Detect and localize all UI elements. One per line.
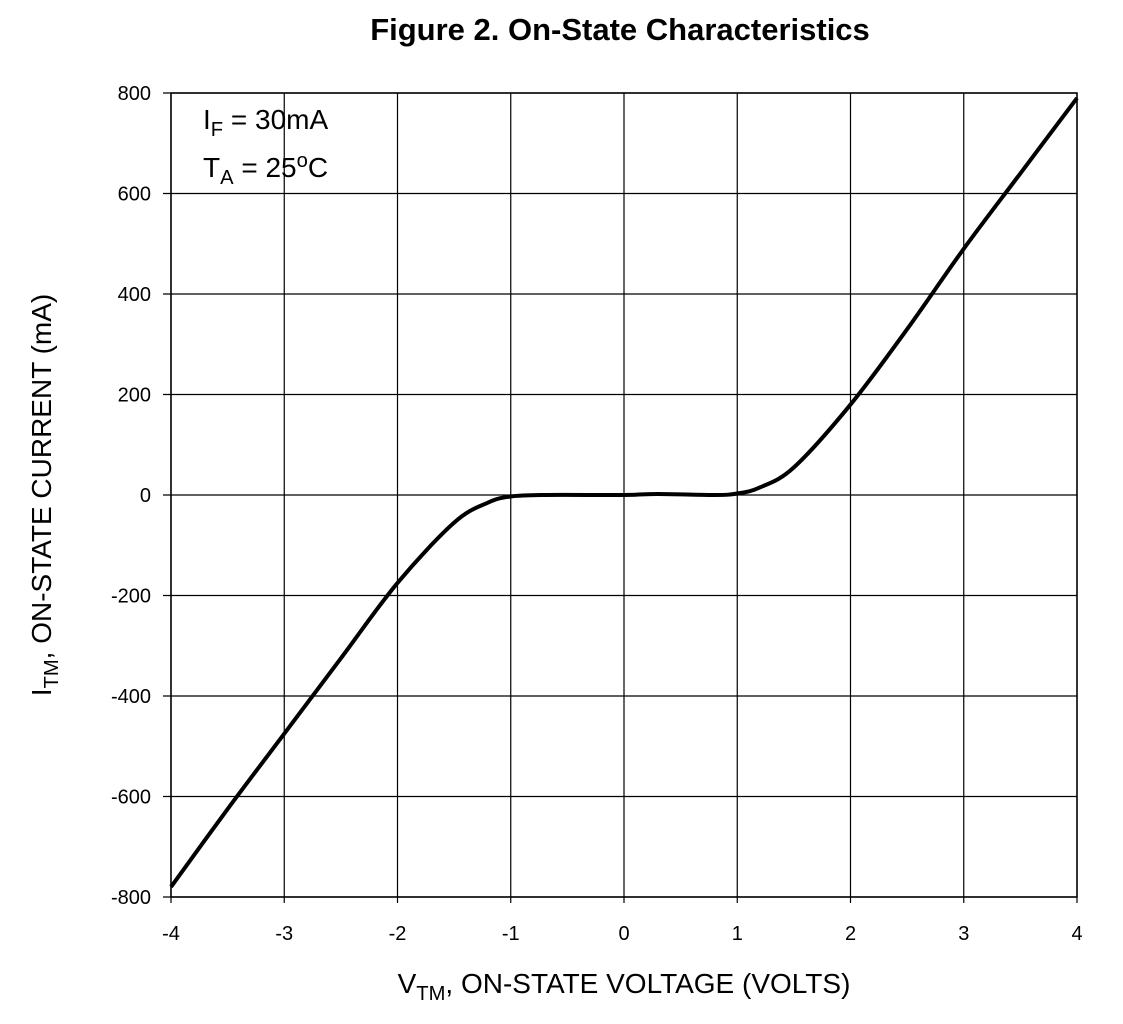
x-axis-title: VTM, ON-STATE VOLTAGE (VOLTS) [397,968,851,1006]
y-tick-label: -400 [111,686,151,708]
x-tick-label: 3 [958,923,969,945]
annotation-if: IF = 30mA [203,104,329,142]
x-tick-label: -3 [275,923,293,945]
plot-frame [170,92,1078,898]
y-tick-label: -600 [111,787,151,809]
x-tick-label: 4 [1071,923,1082,945]
y-tick-label: 200 [118,385,151,407]
series-line [169,96,1079,889]
y-tick-label: 600 [118,184,151,206]
y-tick-label: 800 [118,83,151,105]
annotation-ta: TA = 25oC [203,150,329,190]
x-tick-label: 2 [845,923,856,945]
x-tick-label: 1 [732,923,743,945]
y-tick-label: -200 [111,586,151,608]
x-tick-label: 0 [618,923,629,945]
x-tick-label: -2 [389,923,407,945]
x-tick-label: -1 [502,923,520,945]
x-tick-label: -4 [162,923,180,945]
chart-title: Figure 2. On-State Characteristics [370,12,870,47]
y-tick-label: 400 [118,284,151,306]
y-tick-label: 0 [140,485,151,507]
y-tick-label: -800 [111,887,151,909]
